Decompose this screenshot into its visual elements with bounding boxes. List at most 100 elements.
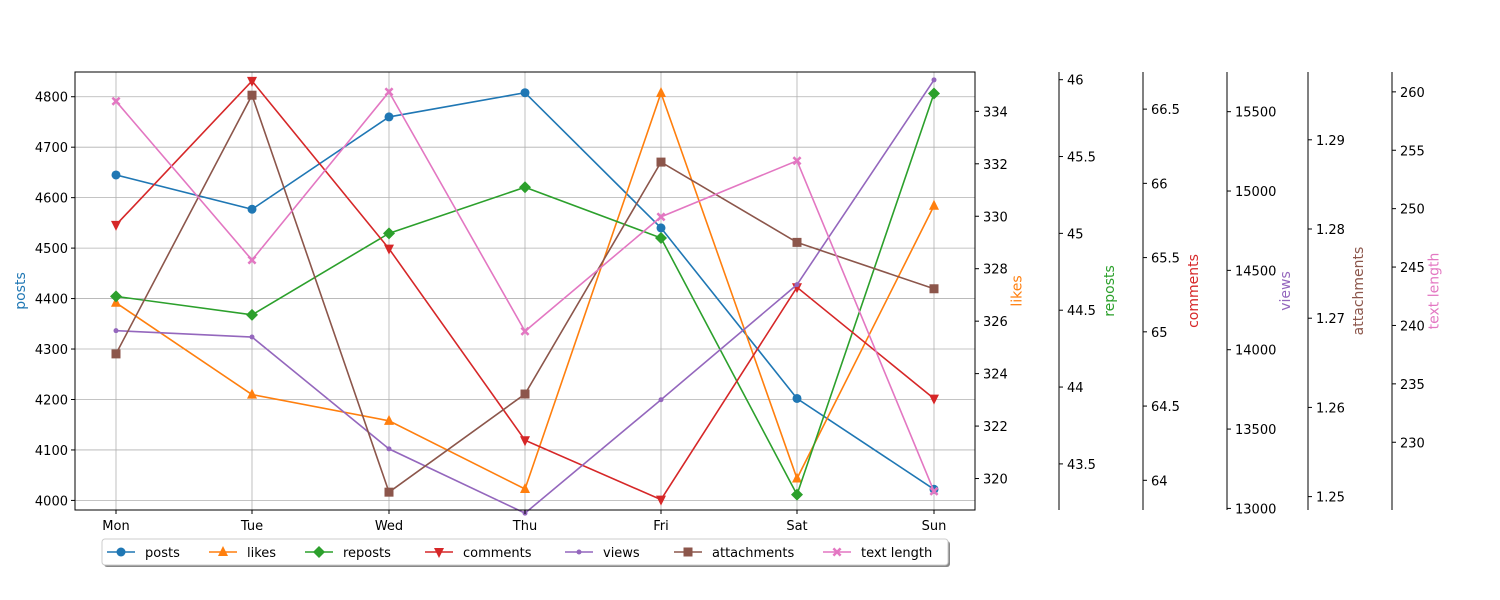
y-tick-label: 245: [1400, 261, 1425, 276]
y-tick-label: 260: [1400, 86, 1425, 101]
data-point-text_length: [384, 87, 394, 97]
data-point-views: [249, 334, 255, 340]
data-point-views: [386, 446, 392, 452]
data-point-posts: [792, 393, 802, 403]
legend-box: [101, 538, 949, 566]
data-point-text_length: [520, 326, 530, 336]
data-point-comments: [384, 244, 394, 255]
y-axis-label-reposts: reposts: [1102, 265, 1118, 317]
legend-label-attachments: attachments: [712, 546, 795, 561]
x-tick-label: Wed: [375, 519, 403, 534]
y-tick-label: 250: [1400, 203, 1425, 218]
legend-marker-views: [576, 549, 582, 555]
data-point-comments: [656, 495, 666, 506]
y-tick-label: 46: [1067, 74, 1084, 89]
data-point-comments: [520, 436, 530, 447]
data-point-views: [931, 77, 937, 83]
y-tick-label: 13000: [1235, 502, 1276, 517]
y-tick-label: 235: [1400, 378, 1425, 393]
y-tick-label: 4300: [35, 343, 68, 358]
data-point-text_length: [792, 156, 802, 166]
y-axis-label-posts: posts: [13, 272, 29, 310]
y-axis-label-comments: comments: [1186, 254, 1202, 328]
y-tick-label: 15500: [1235, 106, 1276, 121]
data-point-text_length: [929, 486, 939, 496]
data-point-attachments: [520, 389, 530, 399]
data-point-text_length: [111, 96, 121, 106]
y-tick-label: 66.5: [1151, 103, 1180, 118]
legend-label-likes: likes: [247, 546, 276, 561]
y-tick-label: 230: [1400, 436, 1425, 451]
legend-marker-reposts: [313, 546, 325, 558]
y-tick-label: 240: [1400, 319, 1425, 334]
y-tick-label: 14500: [1235, 264, 1276, 279]
data-point-attachments: [792, 237, 802, 247]
y-tick-label: 4600: [35, 192, 68, 207]
y-tick-label: 4100: [35, 444, 68, 459]
legend-marker-text_length: [832, 547, 842, 557]
legend: posts likes reposts comments views attachment…: [101, 538, 950, 567]
y-tick-label: 13500: [1235, 423, 1276, 438]
data-point-reposts: [655, 231, 667, 244]
legend-label-comments: comments: [463, 546, 532, 561]
x-tick-label: Thu: [512, 519, 537, 534]
x-tick-label: Tue: [240, 519, 263, 534]
legend-marker-comments: [434, 548, 444, 558]
y-axis-label-views: views: [1278, 271, 1294, 311]
y-tick-label: 320: [983, 473, 1008, 488]
y-tick-label: 4000: [35, 494, 68, 509]
data-point-posts: [247, 204, 257, 214]
y-tick-label: 64: [1151, 474, 1168, 489]
y-tick-label: 326: [983, 315, 1008, 330]
x-tick-label: Sat: [786, 519, 807, 534]
y-tick-label: 45: [1067, 227, 1084, 242]
legend-label-text_length: text length: [861, 546, 932, 561]
data-point-likes: [520, 483, 530, 494]
data-point-attachments: [656, 157, 666, 167]
data-point-attachments: [384, 487, 394, 497]
y-tick-label: 44.5: [1067, 304, 1096, 319]
data-point-reposts: [519, 181, 531, 194]
legend-marker-likes: [218, 546, 228, 556]
data-point-text_length: [247, 255, 257, 265]
data-point-posts: [384, 112, 394, 122]
axes-layer: Mon Tue Wed Thu Fri Sat Sun 4000 4100 4200 4300 440…: [13, 71, 1443, 534]
y-tick-label: 66: [1151, 177, 1168, 192]
data-point-views: [113, 328, 119, 334]
data-point-likes: [384, 414, 394, 425]
y-tick-label: 4500: [35, 242, 68, 257]
y-axis-label-text_length: text length: [1427, 253, 1443, 330]
y-tick-label: 1.26: [1316, 401, 1345, 416]
legend-label-posts: posts: [145, 546, 180, 561]
y-tick-label: 324: [983, 368, 1008, 383]
data-point-attachments: [929, 284, 939, 294]
legend-label-views: views: [603, 546, 640, 561]
y-tick-label: 44: [1067, 381, 1084, 396]
y-tick-label: 322: [983, 420, 1008, 435]
y-tick-label: 15000: [1235, 185, 1276, 200]
data-point-likes: [247, 388, 257, 399]
data-point-comments: [247, 76, 257, 87]
y-tick-label: 328: [983, 263, 1008, 278]
data-point-comments: [111, 220, 121, 231]
y-tick-label: 1.28: [1316, 223, 1345, 238]
data-point-likes: [656, 86, 666, 97]
y-tick-label: 334: [983, 105, 1008, 120]
series-layer: [110, 76, 940, 516]
y-tick-label: 14000: [1235, 344, 1276, 359]
y-tick-label: 45.5: [1067, 151, 1096, 166]
legend-label-reposts: reposts: [343, 546, 391, 561]
y-tick-label: 1.29: [1316, 134, 1345, 149]
legend-marker-posts: [116, 547, 126, 557]
legend-marker-attachments: [683, 547, 693, 557]
data-point-views: [794, 282, 800, 288]
y-axis-label-attachments: attachments: [1351, 247, 1367, 336]
data-point-reposts: [791, 488, 803, 501]
data-point-posts: [520, 88, 530, 98]
data-point-attachments: [111, 349, 121, 359]
y-axis-label-likes: likes: [1010, 275, 1026, 306]
y-tick-label: 65.5: [1151, 252, 1180, 267]
y-tick-label: 1.27: [1316, 312, 1345, 327]
grid: [75, 72, 975, 510]
